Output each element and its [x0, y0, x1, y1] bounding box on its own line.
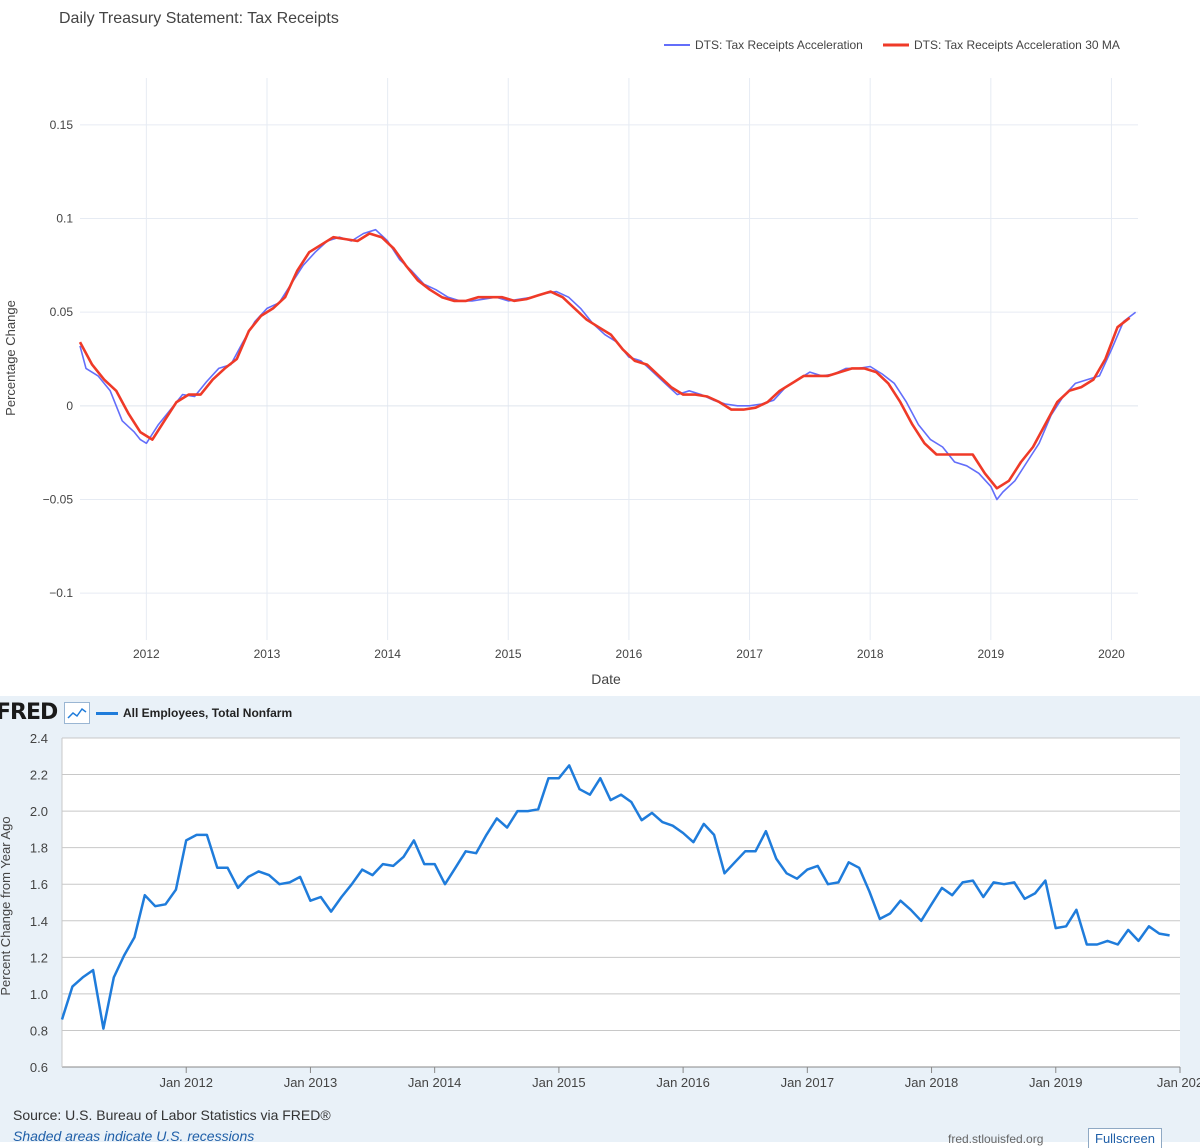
- y-axis: −0.1 −0.05 0 0.05 0.1 0.15: [43, 118, 74, 600]
- y-tick-label: 1.2: [30, 950, 48, 965]
- fullscreen-button[interactable]: Fullscreen: [1088, 1128, 1162, 1148]
- y-tick-label: 2.4: [30, 731, 48, 746]
- x-axis: 2012 2013 2014 2015 2016 2017 2018 2019 2020: [133, 647, 1125, 661]
- x-tick-label: 2016: [616, 647, 643, 661]
- y-tick-label: 0.05: [50, 305, 74, 319]
- tax-receipts-chart: Daily Treasury Statement: Tax Receipts D…: [3, 10, 1138, 687]
- series-lines: [78, 228, 1137, 501]
- employment-chart: 0.60.81.01.21.41.61.82.02.22.4 Jan 2012 J…: [0, 731, 1200, 1090]
- y-tick-label: 0.6: [30, 1060, 48, 1075]
- x-tick-label: 2014: [374, 647, 401, 661]
- y-tick-label: −0.05: [43, 493, 74, 507]
- source-note: Source: U.S. Bureau of Labor Statistics …: [13, 1107, 331, 1123]
- x-tick-label: Jan 2012: [159, 1075, 213, 1090]
- legend-label: DTS: Tax Receipts Acceleration: [695, 38, 863, 52]
- x-axis-label: Date: [591, 671, 621, 687]
- x-tick-label: Jan 2015: [532, 1075, 586, 1090]
- plot-area: [62, 738, 1180, 1067]
- y-tick-label: 1.4: [30, 914, 48, 929]
- x-tick-label: 2020: [1098, 647, 1125, 661]
- y-axis-label: Percentage Change: [3, 300, 18, 416]
- y-tick-label: 1.8: [30, 841, 48, 856]
- y-axis-label: Percent Change from Year Ago: [0, 816, 13, 995]
- x-axis: Jan 2012 Jan 2013 Jan 2014 Jan 2015 Jan 2016…: [159, 1067, 1200, 1090]
- x-tick-label: Jan 2017: [781, 1075, 835, 1090]
- x-tick-label: 2019: [977, 647, 1004, 661]
- plot-background: [62, 738, 1180, 1067]
- x-tick-label: Jan 2019: [1029, 1075, 1083, 1090]
- x-tick-label: Jan 202: [1157, 1075, 1200, 1090]
- legend-label: DTS: Tax Receipts Acceleration 30 MA: [914, 38, 1120, 52]
- x-tick-label: Jan 2018: [905, 1075, 959, 1090]
- chart-legend: DTS: Tax Receipts Acceleration DTS: Tax R…: [664, 38, 1120, 52]
- fred-link[interactable]: fred.stlouisfed.org: [948, 1132, 1044, 1146]
- x-tick-label: 2013: [254, 647, 281, 661]
- y-tick-label: 0.15: [50, 118, 74, 132]
- x-tick-label: Jan 2016: [656, 1075, 710, 1090]
- chart-title: Daily Treasury Statement: Tax Receipts: [59, 10, 339, 27]
- series-line-30ma: [78, 232, 1131, 490]
- y-tick-label: 2.0: [30, 804, 48, 819]
- fred-chart-panel: FRED All Employees, Total Nonfarm 0.6 0.8…: [0, 696, 1200, 1148]
- x-tick-label: 2012: [133, 647, 160, 661]
- y-tick-label: 0: [66, 399, 73, 413]
- series-line-nonfarm: [60, 764, 1170, 1030]
- y-axis: 0.6 0.8 1.0 1.2 1.4 1.6 1.8 2.0 2.2 2.4: [30, 731, 48, 1075]
- grid: [80, 78, 1138, 640]
- y-tick-label: 0.1: [56, 212, 73, 226]
- recession-note[interactable]: Shaded areas indicate U.S. recessions: [13, 1128, 255, 1144]
- fred-logo[interactable]: FRED: [0, 700, 58, 725]
- x-tick-label: 2018: [857, 647, 884, 661]
- x-tick-label: Jan 2013: [284, 1075, 338, 1090]
- y-tick-label: 2.2: [30, 768, 48, 783]
- tax-receipts-chart-panel: Daily Treasury Statement: Tax Receipts D…: [3, 10, 1138, 687]
- series-lines: [60, 764, 1170, 1030]
- y-tick-label: 0.8: [30, 1023, 48, 1038]
- y-tick-label: 1.0: [30, 987, 48, 1002]
- legend-swatch: [96, 711, 118, 715]
- grid: [61, 737, 1180, 1068]
- legend-item[interactable]: DTS: Tax Receipts Acceleration 30 MA: [883, 38, 1120, 52]
- chart-icon[interactable]: [64, 702, 90, 724]
- legend-label: All Employees, Total Nonfarm: [123, 706, 293, 720]
- series-line-acceleration: [79, 228, 1137, 501]
- legend-item[interactable]: DTS: Tax Receipts Acceleration: [664, 38, 863, 52]
- x-tick-label: Jan 2014: [408, 1075, 462, 1090]
- x-tick-label: 2017: [736, 647, 763, 661]
- fred-legend: All Employees, Total Nonfarm: [96, 706, 292, 720]
- x-tick-label: 2015: [495, 647, 522, 661]
- y-tick-label: 1.6: [30, 877, 48, 892]
- y-tick-label: −0.1: [49, 586, 73, 600]
